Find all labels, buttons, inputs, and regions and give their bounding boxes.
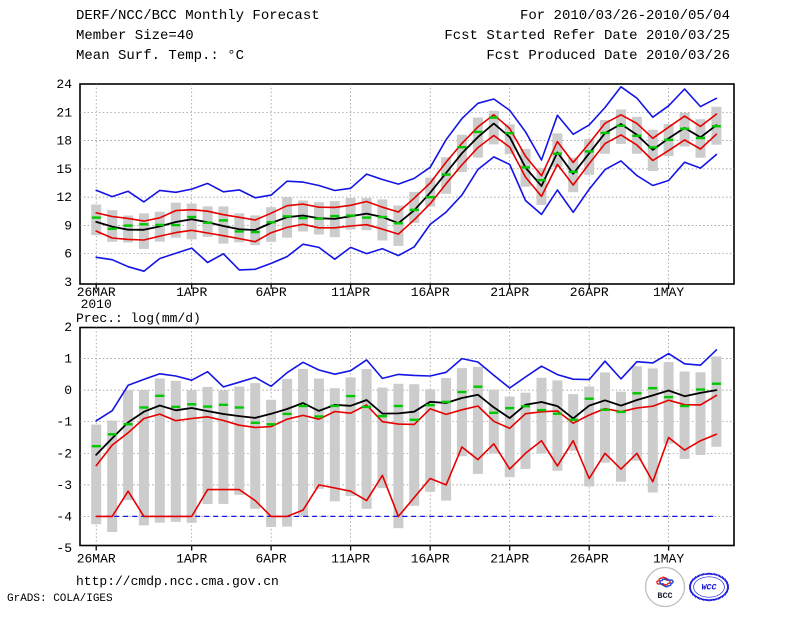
svg-text:-5: -5	[56, 541, 72, 556]
svg-text:16APR: 16APR	[411, 285, 450, 300]
svg-text:9: 9	[64, 218, 72, 233]
svg-text:BCC: BCC	[657, 591, 672, 601]
svg-text:-4: -4	[56, 509, 72, 524]
svg-text:26MAR: 26MAR	[77, 285, 116, 300]
svg-text:11APR: 11APR	[331, 285, 370, 300]
svg-text:1MAY: 1MAY	[653, 285, 684, 300]
svg-text:WCC: WCC	[702, 584, 717, 593]
svg-text:6APR: 6APR	[255, 285, 286, 300]
svg-text:11APR: 11APR	[331, 552, 370, 567]
svg-text:21: 21	[56, 105, 72, 120]
svg-text:-1: -1	[56, 415, 72, 430]
svg-text:21APR: 21APR	[490, 285, 529, 300]
svg-text:1APR: 1APR	[176, 552, 207, 567]
svg-text:1: 1	[64, 352, 72, 367]
svg-text:1APR: 1APR	[176, 285, 207, 300]
svg-text:26MAR: 26MAR	[77, 552, 116, 567]
svg-text:26APR: 26APR	[570, 552, 609, 567]
svg-text:-3: -3	[56, 478, 72, 493]
svg-text:26APR: 26APR	[570, 285, 609, 300]
svg-text:21APR: 21APR	[490, 552, 529, 567]
svg-text:2: 2	[64, 320, 72, 335]
svg-text:24: 24	[56, 77, 72, 92]
svg-text:0: 0	[64, 383, 72, 398]
svg-text:2010: 2010	[81, 297, 112, 312]
svg-text:1MAY: 1MAY	[653, 552, 684, 567]
svg-text:6APR: 6APR	[255, 552, 286, 567]
svg-text:16APR: 16APR	[411, 552, 450, 567]
svg-text:3: 3	[64, 275, 72, 290]
svg-text:18: 18	[56, 134, 72, 149]
svg-text:6: 6	[64, 247, 72, 262]
svg-text:12: 12	[56, 190, 72, 205]
svg-text:-2: -2	[56, 446, 72, 461]
svg-text:15: 15	[56, 162, 72, 177]
